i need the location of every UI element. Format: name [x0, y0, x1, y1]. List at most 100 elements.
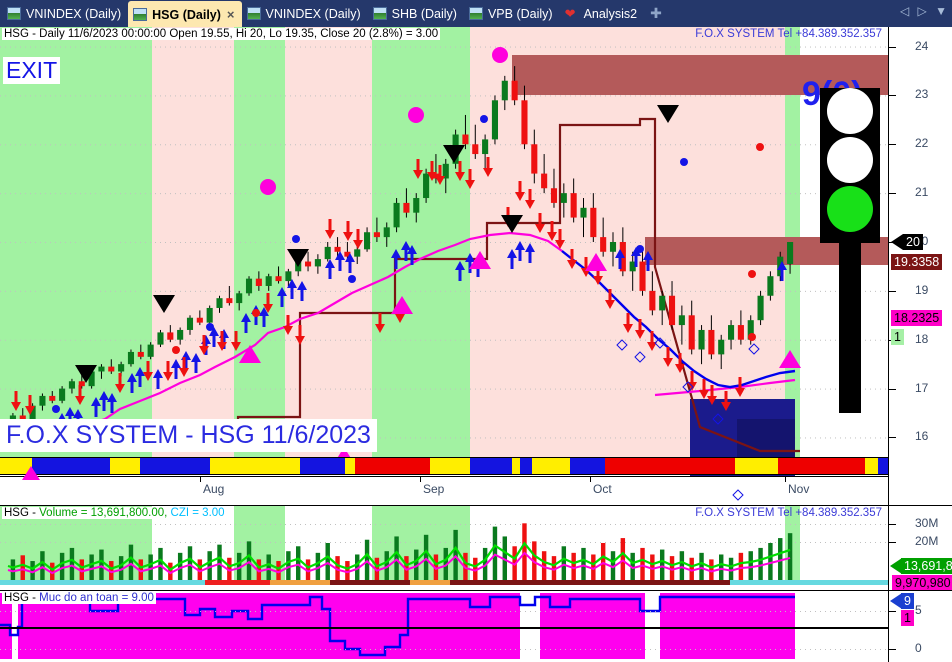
price-pane: HSG - Daily 11/6/2023 00:00:00 Open 19.5… — [0, 27, 952, 505]
support-tag[interactable]: 18.2325 — [891, 310, 943, 327]
price-axis-label: 19 — [915, 282, 929, 297]
indicator-value-tag-pointer — [890, 593, 902, 609]
tab-label: VNINDEX (Daily) — [26, 6, 122, 21]
date-axis-line — [0, 476, 888, 477]
date-cursor-marker — [22, 466, 40, 480]
ribbon-segment — [878, 458, 888, 474]
signal-ribbon — [0, 457, 888, 475]
indicator-axis-tickmark — [889, 649, 896, 650]
exit-label[interactable]: EXIT — [3, 57, 61, 84]
tab-nav-next-icon[interactable]: ▷ — [917, 4, 927, 18]
ribbon-segment — [32, 458, 110, 474]
price-axis-label: 24 — [915, 38, 929, 53]
chart-icon — [246, 7, 261, 20]
last-price-tag[interactable]: 20 — [903, 234, 923, 250]
traffic-light-yellow-lamp — [827, 137, 873, 183]
date-axis-tickmark — [590, 476, 591, 482]
indicator-pane-header: HSG - Muc do an toan = 9.00 — [2, 592, 156, 604]
volume-axis[interactable]: 30M 20M 13,691,809,970,980 — [888, 506, 952, 591]
ribbon-segment — [735, 458, 778, 474]
count-tag[interactable]: 1 — [891, 329, 904, 346]
price-axis-tickmark — [889, 388, 896, 390]
price-axis-tickmark — [889, 290, 896, 292]
price-axis-label: 18 — [915, 331, 929, 346]
ribbon-segment — [110, 458, 140, 474]
tab-nav-controls[interactable]: ◁ ▷ ▼ — [895, 4, 947, 18]
tab-nav-more-icon[interactable]: ▼ — [935, 4, 947, 18]
volume-axis-label: 30M — [915, 516, 939, 530]
price-pane-header: HSG - Daily 11/6/2023 00:00:00 Open 19.5… — [2, 28, 441, 40]
price-axis-tickmark — [889, 95, 896, 97]
date-axis: Aug Sep Oct Nov — [0, 466, 888, 500]
volume-value-tag-pointer — [890, 558, 902, 574]
indicator-level-tag[interactable]: 1 — [901, 610, 914, 626]
traffic-light-red-lamp — [827, 88, 873, 134]
volume-header-value: Volume = 13,691,800.00, — [39, 507, 171, 519]
date-axis-label: Oct — [593, 482, 612, 496]
volume-value-tag[interactable]: 13,691,80 — [901, 558, 952, 574]
ribbon-segment — [865, 458, 878, 474]
date-axis-tickmark — [420, 476, 421, 482]
volume-avg-tag[interactable]: 9,970,980 — [892, 575, 952, 591]
ribbon-segment — [345, 458, 355, 474]
price-pane-tel: F.O.X SYSTEM Tel +84.389.352.357 — [695, 28, 882, 40]
volume-header-czi: CZI = 3.00 — [170, 507, 225, 519]
tab-hsg-daily[interactable]: HSG (Daily) × — [128, 1, 242, 28]
date-axis-label: Nov — [788, 482, 810, 496]
ribbon-segment — [430, 458, 470, 474]
indicator-plot-area[interactable] — [0, 591, 888, 662]
indicator-axis-label: 0 — [915, 641, 922, 655]
tab-label: VNINDEX (Daily) — [265, 6, 361, 21]
traffic-light-green-lamp — [827, 186, 873, 232]
tab-analysis2[interactable]: ❤ Analysis2 — [560, 1, 645, 26]
volume-axis-tickmark — [889, 542, 896, 543]
date-axis-tickmark — [785, 476, 786, 482]
heart-icon: ❤ — [564, 6, 576, 21]
tab-vnindex-daily[interactable]: VNINDEX (Daily) — [2, 1, 128, 26]
chart-icon — [468, 7, 483, 20]
ribbon-segment — [355, 458, 430, 474]
price-axis-tickmark — [889, 437, 896, 439]
volume-plot-area[interactable] — [0, 506, 888, 590]
traffic-light-body — [820, 88, 880, 243]
tab-vpb-daily[interactable]: VPB (Daily) — [464, 1, 560, 26]
price-axis-tickmark — [889, 144, 896, 146]
tab-nav-prev-icon[interactable]: ◁ — [899, 4, 910, 18]
resistance-tag[interactable]: 19.3358 — [891, 254, 943, 271]
chart-icon — [7, 7, 21, 20]
indicator-header-symbol: HSG - — [4, 592, 40, 604]
tab-label: VPB (Daily) — [487, 6, 553, 21]
volume-axis-tickmark — [889, 524, 896, 525]
tab-vnindex-daily[interactable]: VNINDEX (Daily) — [242, 1, 368, 26]
price-axis-label: 22 — [915, 136, 929, 151]
price-axis-label: 17 — [915, 380, 929, 395]
ribbon-segment — [778, 458, 865, 474]
ribbon-segment — [210, 458, 300, 474]
price-axis-tickmark — [889, 46, 896, 48]
tab-shb-daily[interactable]: SHB (Daily) — [368, 1, 464, 26]
ribbon-segment — [532, 458, 570, 474]
volume-header-symbol: HSG - — [4, 507, 40, 519]
tab-close-icon[interactable]: × — [226, 7, 235, 22]
price-axis-tickmark — [889, 193, 896, 195]
ribbon-segment — [570, 458, 605, 474]
chart-icon — [133, 8, 148, 21]
tab-bar: VNINDEX (Daily) HSG (Daily) × VNINDEX (Dail… — [0, 0, 952, 28]
indicator-value-tag[interactable]: 9 — [901, 593, 914, 609]
tab-label: HSG (Daily) — [152, 7, 221, 22]
date-axis-label: Sep — [423, 482, 445, 496]
price-axis-label: 21 — [915, 185, 929, 200]
chart-icon — [372, 7, 387, 20]
ribbon-segment — [605, 458, 735, 474]
add-tab-icon[interactable]: ✚ — [650, 5, 662, 21]
indicator-axis-tickmark — [889, 611, 896, 612]
traffic-light-pole — [839, 243, 861, 413]
ribbon-segment — [300, 458, 345, 474]
tab-label: SHB (Daily) — [391, 6, 457, 21]
tab-label: Analysis2 — [583, 6, 638, 21]
traffic-light-indicator — [820, 85, 880, 413]
date-axis-label: Aug — [203, 482, 225, 496]
